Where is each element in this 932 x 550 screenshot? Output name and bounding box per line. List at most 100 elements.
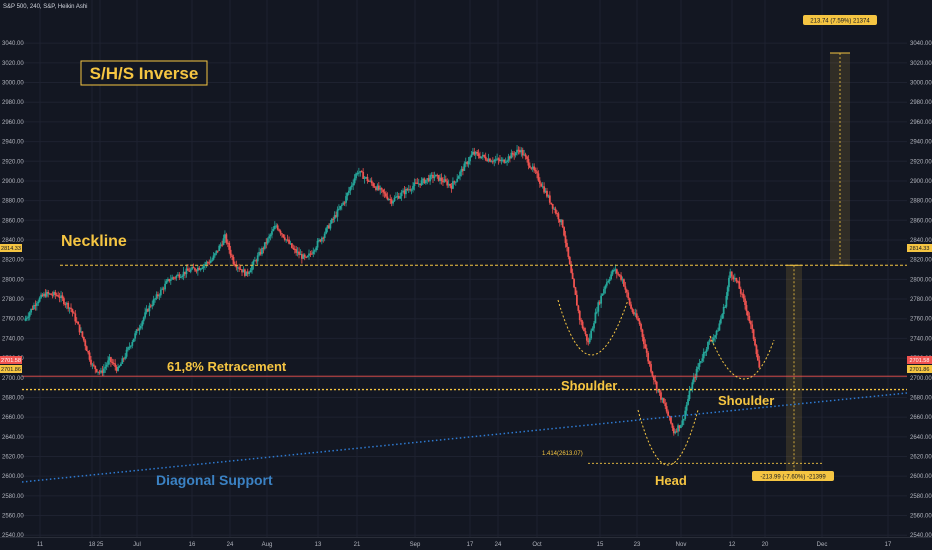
candle-body xyxy=(286,239,289,241)
candle-body xyxy=(204,264,206,266)
candle-body xyxy=(281,233,283,235)
candle-body xyxy=(728,277,730,288)
price-tick-left: 2640.00 xyxy=(2,435,24,441)
date-tick: 17 xyxy=(467,542,474,548)
candle-body xyxy=(517,149,520,151)
price-tick-left: 2960.00 xyxy=(2,120,24,126)
candle-body xyxy=(432,174,434,179)
candle-body xyxy=(698,362,701,367)
candle-body xyxy=(141,321,144,327)
candle-body xyxy=(65,302,68,305)
candle-body xyxy=(605,282,608,286)
candle-body xyxy=(72,312,75,314)
candle-body xyxy=(705,349,708,352)
candle-body xyxy=(480,156,483,159)
candle-body xyxy=(310,253,313,255)
candle-body xyxy=(225,234,228,243)
candle-body xyxy=(43,293,45,297)
candle-body xyxy=(725,295,728,307)
candle-body xyxy=(353,178,356,184)
candle-body xyxy=(536,171,538,174)
candle-body xyxy=(655,381,658,391)
candle-body xyxy=(494,159,497,161)
candle-body xyxy=(253,260,256,262)
candle-body xyxy=(427,178,430,182)
candle-body xyxy=(747,311,749,316)
candle-body xyxy=(315,247,318,251)
candle-body xyxy=(534,170,537,172)
candle-body xyxy=(186,268,189,271)
date-tick: 17 xyxy=(885,542,892,548)
candle-body xyxy=(303,254,306,257)
candle-body xyxy=(171,277,174,280)
price-tick-left: 2980.00 xyxy=(2,100,24,106)
price-badge-left-last: 2701.58 xyxy=(0,356,22,364)
left-price-axis[interactable] xyxy=(0,0,22,538)
candle-body xyxy=(288,239,290,244)
price-badge-right-retracement: 2701.86 xyxy=(907,365,932,373)
price-tick-right: 2980.00 xyxy=(910,100,932,106)
price-tick-right: 3000.00 xyxy=(910,81,932,87)
candle-body xyxy=(393,197,396,202)
candle-body xyxy=(366,176,369,181)
candle-body xyxy=(357,172,360,174)
candle-body xyxy=(312,251,315,254)
candle-body xyxy=(557,213,560,220)
candle-body xyxy=(355,173,357,179)
time-axis[interactable] xyxy=(0,537,932,550)
candle-body xyxy=(322,237,325,239)
candle-body xyxy=(526,156,528,160)
candle-body xyxy=(647,352,650,362)
price-tick-left: 2680.00 xyxy=(2,395,24,401)
candle-body xyxy=(245,271,248,276)
candle-body xyxy=(178,274,181,278)
candle-body xyxy=(513,154,516,156)
right-price-axis[interactable] xyxy=(907,0,932,538)
candle-body xyxy=(149,305,152,307)
candle-body xyxy=(568,256,571,265)
candle-body xyxy=(189,269,192,272)
candles xyxy=(24,145,761,437)
candle-body xyxy=(397,195,400,199)
candle-body xyxy=(53,292,55,296)
candle-body xyxy=(25,317,28,319)
price-tick-left: 2620.00 xyxy=(2,454,24,460)
right-shoulder-curve xyxy=(709,335,775,380)
candle-body xyxy=(172,277,175,279)
candle-body xyxy=(158,295,161,297)
candle-body xyxy=(82,336,85,341)
candle-body xyxy=(345,196,347,203)
candle-body xyxy=(423,178,426,184)
candle-body xyxy=(269,234,272,237)
candle-body xyxy=(409,189,412,191)
candle-body xyxy=(332,218,335,220)
candle-body xyxy=(139,326,142,329)
price-tick-left: 2880.00 xyxy=(2,199,24,205)
candle-body xyxy=(642,337,645,345)
candle-body xyxy=(419,183,422,186)
date-tick: 16 xyxy=(189,542,196,548)
price-tick-left: 3000.00 xyxy=(2,81,24,87)
candle-body xyxy=(201,268,204,270)
candle-body xyxy=(121,358,124,364)
price-tick-left: 2660.00 xyxy=(2,415,24,421)
candle-body xyxy=(614,269,617,271)
candle-body xyxy=(326,225,329,229)
candle-body xyxy=(473,151,476,155)
candle-body xyxy=(621,279,624,281)
candle-body xyxy=(577,305,580,311)
candle-body xyxy=(57,295,60,297)
candle-body xyxy=(658,390,661,393)
candle-body xyxy=(71,309,74,313)
candle-body xyxy=(78,324,81,333)
candle-body xyxy=(623,279,625,287)
candle-body xyxy=(241,269,243,273)
candle-body xyxy=(188,270,191,272)
candle-body xyxy=(283,237,286,240)
candle-body xyxy=(620,275,622,280)
candle-body xyxy=(114,363,117,367)
title-box xyxy=(80,60,208,86)
candle-body xyxy=(37,301,40,304)
price-tick-right: 2820.00 xyxy=(910,258,932,264)
